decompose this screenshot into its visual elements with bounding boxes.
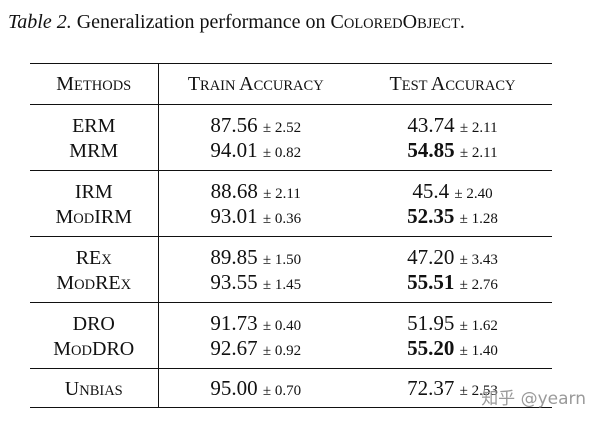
- train-accuracy-value: 94.01: [210, 138, 258, 162]
- train-accuracy: 94.01 ± 0.82: [158, 138, 353, 171]
- test-accuracy-value: 45.4: [412, 179, 450, 203]
- test-accuracy-std: ± 1.28: [459, 211, 498, 227]
- test-accuracy: 55.20 ± 1.40: [353, 336, 552, 369]
- method-name: DRO: [30, 302, 159, 336]
- method-name: MODREX: [30, 270, 159, 303]
- test-accuracy-std: ± 2.40: [454, 186, 493, 202]
- table-caption: Table 2. Generalization performance on C…: [8, 8, 465, 38]
- train-accuracy-std: ± 2.11: [263, 186, 301, 202]
- table-row: REX 89.85 ± 1.50 47.20 ± 3.43: [30, 236, 552, 270]
- header-methods: METHODS: [30, 63, 159, 105]
- header-train-accuracy: TRAIN ACCURACY: [187, 72, 324, 95]
- test-accuracy-std: ± 2.76: [459, 277, 498, 293]
- train-accuracy-std: ± 0.82: [262, 145, 302, 161]
- train-accuracy-value: 87.56: [210, 113, 258, 137]
- test-accuracy-value: 43.74: [407, 113, 455, 137]
- test-accuracy-std: ± 3.43: [459, 252, 498, 268]
- test-accuracy: 43.74 ± 2.11: [353, 104, 552, 138]
- train-accuracy-value: 93.01: [210, 204, 258, 228]
- method-name: ERM: [30, 104, 159, 138]
- caption-end: .: [459, 11, 465, 33]
- test-accuracy: 55.51 ± 2.76: [353, 270, 552, 303]
- table-row: IRM 88.68 ± 2.11 45.4 ± 2.40: [30, 170, 552, 204]
- test-accuracy-std: ± 1.40: [459, 343, 498, 359]
- test-accuracy-std: ± 2.53: [459, 382, 498, 399]
- test-accuracy-std: ± 2.11: [459, 145, 498, 161]
- method-name: MODDRO: [30, 336, 159, 369]
- train-accuracy-std: ± 0.40: [262, 318, 302, 334]
- test-accuracy: 47.20 ± 3.43: [353, 236, 552, 270]
- test-accuracy-std: ± 1.62: [459, 318, 498, 334]
- test-accuracy-std: ± 2.11: [459, 120, 498, 136]
- test-accuracy: 54.85 ± 2.11: [353, 138, 552, 171]
- table-row: DRO 91.73 ± 0.40 51.95 ± 1.62: [30, 302, 552, 336]
- method-name: IRM: [30, 170, 159, 204]
- table-row: UNBIAS 95.00 ± 0.70 72.37 ± 2.53: [30, 368, 552, 408]
- train-accuracy: 93.01 ± 0.36: [158, 204, 353, 237]
- table-row: MODIRM 93.01 ± 0.36 52.35 ± 1.28: [30, 204, 552, 237]
- test-accuracy-value: 47.20: [407, 245, 455, 269]
- train-accuracy: 92.67 ± 0.92: [158, 336, 353, 369]
- watermark: 知乎 @yearn: [481, 389, 586, 409]
- train-accuracy-std: ± 0.92: [262, 343, 302, 359]
- test-accuracy-value: 55.20: [407, 336, 455, 360]
- test-accuracy: 51.95 ± 1.62: [353, 302, 552, 336]
- results-table: METHODS TRAIN ACCURACY TEST ACCURACY ERM…: [30, 63, 552, 408]
- test-accuracy: 72.37 ± 2.53: [353, 368, 552, 408]
- train-accuracy: 93.55 ± 1.45: [158, 270, 353, 303]
- train-accuracy-value: 88.68: [210, 179, 258, 203]
- test-accuracy: 52.35 ± 1.28: [353, 204, 552, 237]
- test-accuracy: 45.4 ± 2.40: [353, 170, 552, 204]
- method-name: UNBIAS: [30, 368, 159, 408]
- header-row: METHODS TRAIN ACCURACY TEST ACCURACY: [30, 63, 552, 105]
- train-accuracy-std: ± 0.36: [262, 211, 302, 227]
- method-name: MODIRM: [30, 204, 159, 237]
- train-accuracy-value: 93.55: [210, 270, 258, 294]
- method-name: MRM: [30, 138, 159, 171]
- caption-label: Table 2.: [8, 11, 72, 33]
- train-accuracy-value: 92.67: [210, 336, 258, 360]
- caption-dataset-name: COLOREDOBJECT: [330, 11, 460, 33]
- train-accuracy-value: 91.73: [210, 311, 258, 335]
- train-accuracy-std: ± 1.50: [262, 252, 302, 268]
- train-accuracy: 88.68 ± 2.11: [158, 170, 353, 204]
- train-accuracy-value: 95.00: [210, 375, 258, 400]
- test-accuracy-value: 54.85: [407, 138, 455, 162]
- train-accuracy-std: ± 1.45: [262, 277, 302, 293]
- table-body: ERM 87.56 ± 2.52 43.74 ± 2.11 MRM 94.01 ± 0.…: [30, 104, 552, 408]
- train-accuracy: 87.56 ± 2.52: [158, 104, 353, 138]
- test-accuracy-value: 72.37: [407, 375, 455, 400]
- train-accuracy-std: ± 0.70: [262, 382, 302, 399]
- table-row: ERM 87.56 ± 2.52 43.74 ± 2.11: [30, 104, 552, 138]
- results-table-wrap: METHODS TRAIN ACCURACY TEST ACCURACY ERM…: [30, 63, 552, 408]
- train-accuracy: 89.85 ± 1.50: [158, 236, 353, 270]
- test-accuracy-value: 55.51: [407, 270, 455, 294]
- test-accuracy-value: 51.95: [407, 311, 455, 335]
- caption-text: Generalization performance on: [71, 11, 331, 33]
- test-accuracy-value: 52.35: [407, 204, 455, 228]
- header-test-accuracy: TEST ACCURACY: [389, 72, 516, 95]
- table-row: MODREX 93.55 ± 1.45 55.51 ± 2.76: [30, 270, 552, 303]
- table-row: MODDRO 92.67 ± 0.92 55.20 ± 1.40: [30, 336, 552, 369]
- train-accuracy-std: ± 2.52: [262, 120, 302, 136]
- method-name: REX: [30, 236, 159, 270]
- train-accuracy: 95.00 ± 0.70: [158, 368, 353, 408]
- train-accuracy: 91.73 ± 0.40: [158, 302, 353, 336]
- table-row: MRM 94.01 ± 0.82 54.85 ± 2.11: [30, 138, 552, 171]
- train-accuracy-value: 89.85: [210, 245, 258, 269]
